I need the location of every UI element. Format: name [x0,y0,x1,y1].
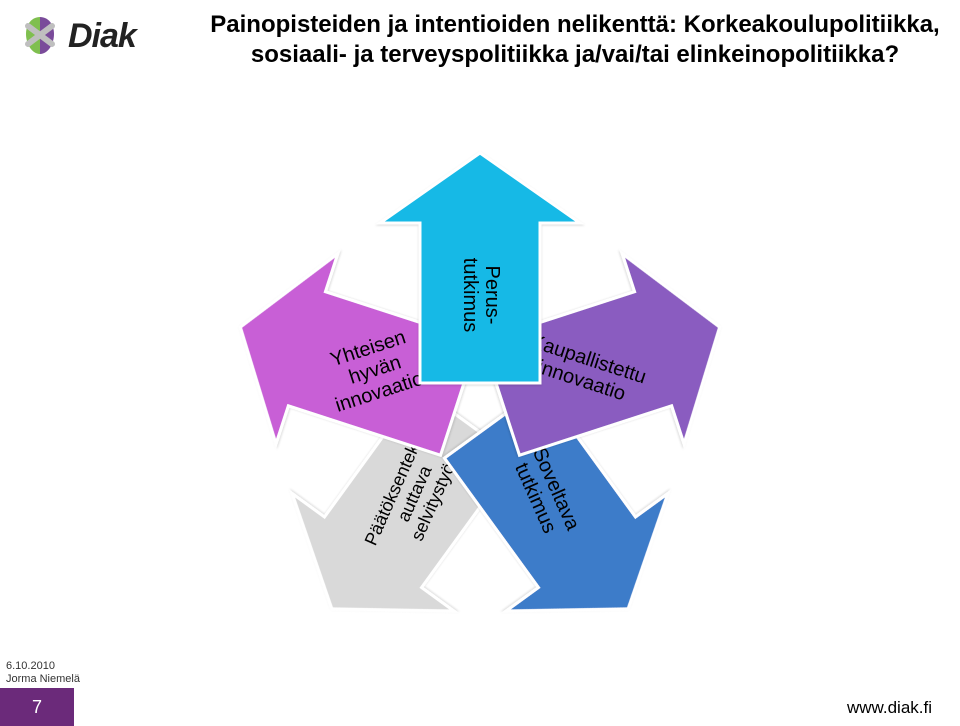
logo-mark-icon [18,14,62,58]
logo-text: Diak [68,17,136,56]
footer-url: www.diak.fi [847,698,932,718]
footer-meta: 6.10.2010 Jorma Niemelä [6,660,80,686]
title-line2: sosiaali- ja terveyspolitiikka ja/vai/ta… [210,40,940,70]
logo: Diak [18,14,136,58]
footer-author: Jorma Niemelä [6,673,80,686]
page-number-badge: 7 [0,688,74,726]
page-title: Painopisteiden ja intentioiden nelikentt… [210,10,940,70]
title-line1: Painopisteiden ja intentioiden nelikentt… [210,11,939,38]
five-arrow-diagram: PäätöksentekoaauttavaselvitystyöSoveltav… [150,105,810,665]
page-number: 7 [32,697,42,718]
slide: Diak Painopisteiden ja intentioiden neli… [0,0,960,726]
diagram-svg: PäätöksentekoaauttavaselvitystyöSoveltav… [150,105,810,665]
arrow-label-text-top: Perus-tutkimus [459,258,503,332]
arrow-label-top: Perus-tutkimus [459,258,503,332]
footer-date: 6.10.2010 [6,660,80,673]
